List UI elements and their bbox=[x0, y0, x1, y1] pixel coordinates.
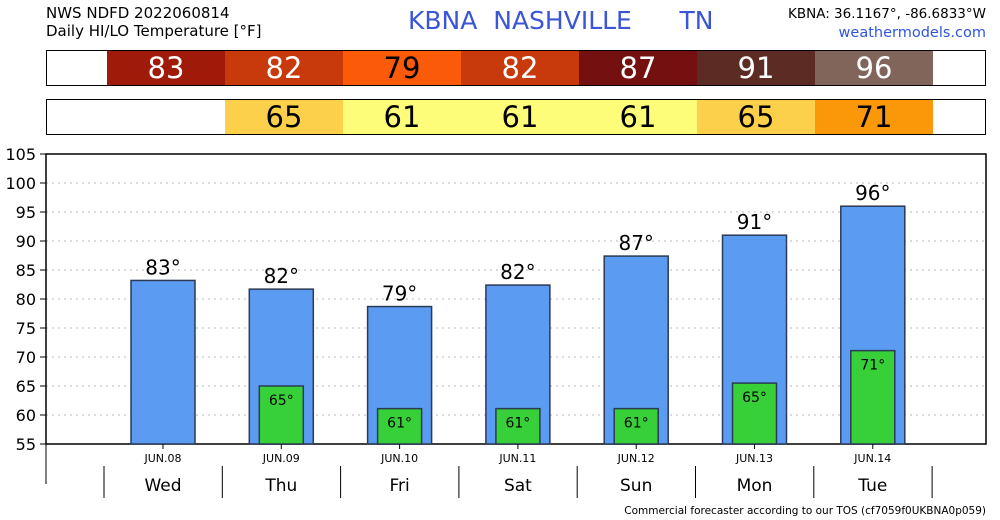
high-temp-label: 96° bbox=[855, 181, 890, 205]
date-label: JUN.09 bbox=[262, 452, 300, 465]
high-temp-cell-4: 87 bbox=[579, 51, 697, 85]
high-temp-bar bbox=[130, 279, 196, 445]
low-temp-cell-0 bbox=[107, 100, 225, 134]
low-temp-label: 61° bbox=[505, 416, 530, 432]
high-temp-label: 79° bbox=[382, 282, 417, 306]
date-label: JUN.10 bbox=[380, 452, 418, 465]
low-temp-label: 65° bbox=[269, 393, 294, 409]
y-tick-label: 70 bbox=[16, 348, 36, 367]
high-temp-label: 82° bbox=[500, 260, 535, 284]
date-label: JUN.08 bbox=[143, 452, 181, 465]
weekday-label: Thu bbox=[264, 476, 297, 496]
high-temp-cell-2: 79 bbox=[343, 51, 461, 85]
low-temp-cell-1: 65 bbox=[225, 100, 343, 134]
high-temp-label: 83° bbox=[145, 255, 180, 279]
y-tick-label: 65 bbox=[16, 377, 36, 396]
temperature-chart: 55 60 65 70 75 80 85 90 95 100 105 83° 82° 79° 82° 87° 9… bbox=[5, 145, 987, 498]
station-title: KBNA NASHVILLE TN bbox=[408, 6, 714, 35]
weekday-label: Sun bbox=[620, 476, 652, 496]
low-temp-label: 65° bbox=[742, 390, 767, 406]
high-temp-cell-1: 82 bbox=[225, 51, 343, 85]
low-temp-label: 61° bbox=[387, 416, 412, 432]
footer-note: Commercial forecaster according to our T… bbox=[624, 505, 986, 517]
high-temp-cell-5: 91 bbox=[697, 51, 815, 85]
y-tick-label: 90 bbox=[16, 232, 36, 251]
date-label: JUN.14 bbox=[853, 452, 891, 465]
y-tick-label: 60 bbox=[16, 406, 36, 425]
weekday-label: Sat bbox=[504, 476, 532, 496]
low-temp-cell-5: 65 bbox=[697, 100, 815, 134]
y-tick-label: 100 bbox=[5, 174, 36, 193]
high-temp-cell-6: 96 bbox=[815, 51, 933, 85]
low-temp-bar bbox=[376, 407, 423, 445]
low-temp-bar bbox=[731, 382, 778, 445]
high-temp-label: 91° bbox=[737, 210, 772, 234]
date-label: JUN.12 bbox=[617, 452, 655, 465]
high-temperature-strip: 83 82 79 82 87 91 96 bbox=[46, 50, 986, 86]
weekday-label: Fri bbox=[389, 476, 409, 496]
y-tick-label: 105 bbox=[5, 145, 36, 164]
date-label: JUN.13 bbox=[735, 452, 773, 465]
header-right: KBNA: 36.1167°, -86.6833°W weathermodels… bbox=[788, 5, 986, 43]
run-title: NWS NDFD 2022060814 bbox=[46, 4, 230, 22]
website-link[interactable]: weathermodels.com bbox=[838, 25, 986, 41]
high-temp-label: 87° bbox=[618, 231, 653, 255]
date-label: JUN.11 bbox=[498, 452, 536, 465]
low-temp-cell-2: 61 bbox=[343, 100, 461, 134]
chart-subtitle: Daily HI/LO Temperature [°F] bbox=[46, 22, 262, 40]
header-left: NWS NDFD 2022060814 Daily HI/LO Temperat… bbox=[46, 4, 262, 40]
high-temp-cell-0: 83 bbox=[107, 51, 225, 85]
y-tick-label: 75 bbox=[16, 319, 36, 338]
station-coords: KBNA: 36.1167°, -86.6833°W bbox=[787, 6, 986, 22]
low-temp-cell-6: 71 bbox=[815, 100, 933, 134]
low-temp-cell-3: 61 bbox=[461, 100, 579, 134]
y-tick-label: 80 bbox=[16, 290, 36, 309]
y-tick-label: 85 bbox=[16, 261, 36, 280]
low-temperature-strip: 65 61 61 61 65 71 bbox=[46, 99, 986, 135]
low-temp-label: 61° bbox=[624, 416, 649, 432]
weekday-label: Mon bbox=[737, 476, 773, 496]
low-temp-bar bbox=[495, 407, 541, 445]
low-temp-cell-4: 61 bbox=[579, 100, 697, 134]
y-tick-label: 95 bbox=[16, 203, 36, 222]
weekday-label: Wed bbox=[144, 476, 181, 496]
y-tick-label: 55 bbox=[16, 435, 36, 454]
weekday-label: Tue bbox=[857, 476, 887, 496]
low-temp-label: 71° bbox=[860, 358, 885, 374]
low-temp-bar bbox=[613, 407, 659, 445]
low-temp-bar bbox=[258, 385, 305, 445]
high-temp-cell-3: 82 bbox=[461, 51, 579, 85]
high-temp-label: 82° bbox=[264, 264, 299, 288]
